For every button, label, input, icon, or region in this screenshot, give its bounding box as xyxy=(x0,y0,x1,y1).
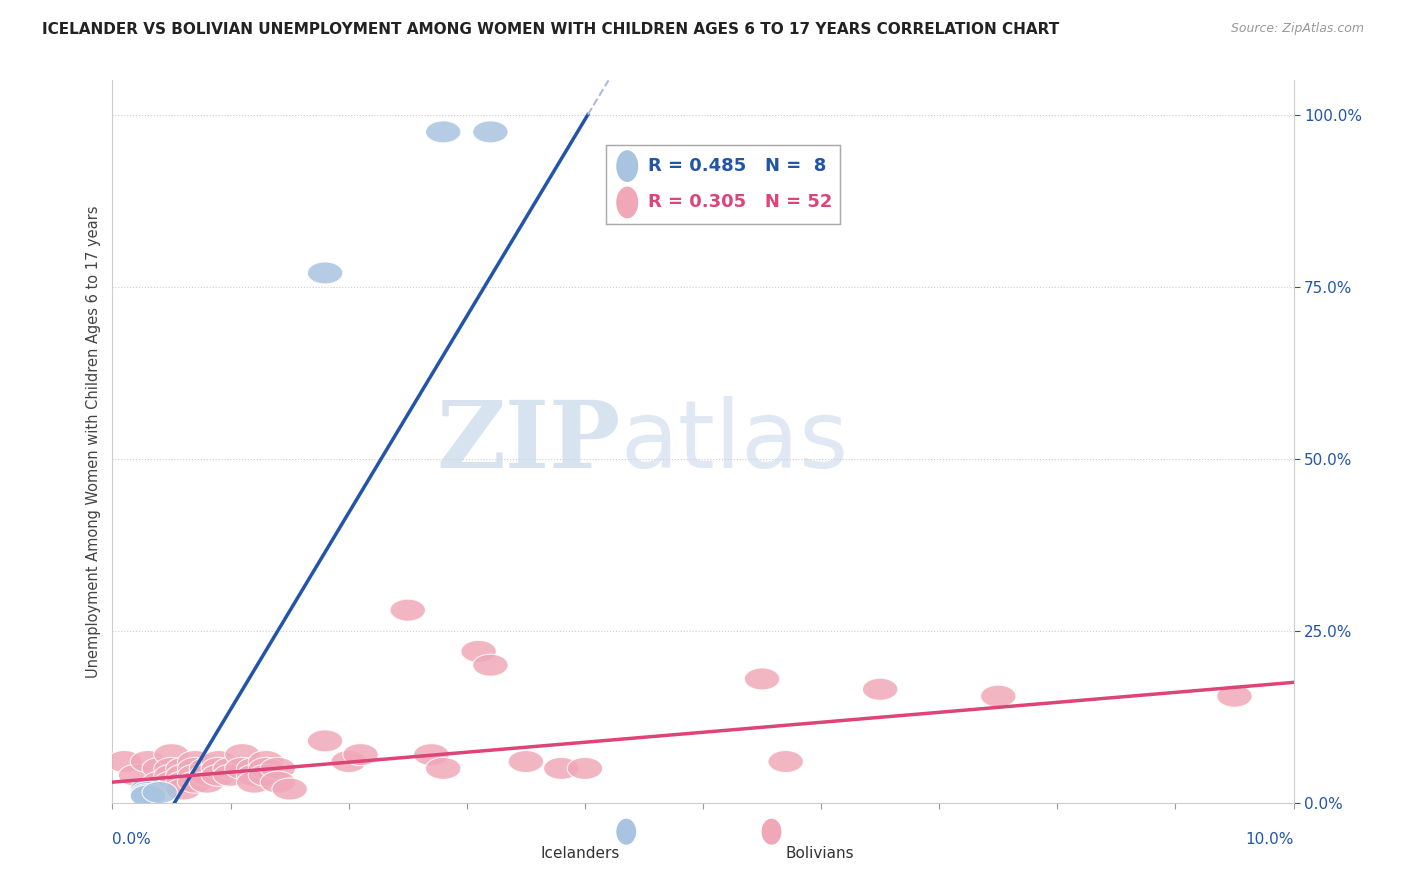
Ellipse shape xyxy=(190,764,225,786)
Ellipse shape xyxy=(190,757,225,780)
Text: R = 0.305   N = 52: R = 0.305 N = 52 xyxy=(648,194,832,211)
Ellipse shape xyxy=(744,668,780,690)
Ellipse shape xyxy=(761,818,782,846)
Ellipse shape xyxy=(177,772,212,793)
Ellipse shape xyxy=(249,757,284,780)
Ellipse shape xyxy=(142,757,177,780)
Ellipse shape xyxy=(142,772,177,793)
Ellipse shape xyxy=(616,186,638,219)
Ellipse shape xyxy=(131,750,166,772)
Text: ZIP: ZIP xyxy=(436,397,620,486)
Ellipse shape xyxy=(153,764,190,786)
Ellipse shape xyxy=(426,121,461,143)
Ellipse shape xyxy=(768,750,803,772)
Ellipse shape xyxy=(260,772,295,793)
Ellipse shape xyxy=(413,744,449,765)
Ellipse shape xyxy=(212,757,249,780)
Ellipse shape xyxy=(426,757,461,780)
Ellipse shape xyxy=(142,781,177,804)
Ellipse shape xyxy=(616,150,638,183)
Ellipse shape xyxy=(177,757,212,780)
Ellipse shape xyxy=(1216,685,1253,707)
Ellipse shape xyxy=(236,772,271,793)
Ellipse shape xyxy=(177,750,212,772)
Ellipse shape xyxy=(166,772,201,793)
Ellipse shape xyxy=(225,744,260,765)
Text: 10.0%: 10.0% xyxy=(1246,831,1294,847)
Ellipse shape xyxy=(212,764,249,786)
Ellipse shape xyxy=(472,121,508,143)
Ellipse shape xyxy=(862,678,898,700)
Ellipse shape xyxy=(236,764,271,786)
Y-axis label: Unemployment Among Women with Children Ages 6 to 17 years: Unemployment Among Women with Children A… xyxy=(86,205,101,678)
Ellipse shape xyxy=(249,764,284,786)
Ellipse shape xyxy=(166,778,201,800)
Ellipse shape xyxy=(190,772,225,793)
Ellipse shape xyxy=(249,750,284,772)
Ellipse shape xyxy=(472,654,508,676)
Ellipse shape xyxy=(131,785,166,807)
Text: ICELANDER VS BOLIVIAN UNEMPLOYMENT AMONG WOMEN WITH CHILDREN AGES 6 TO 17 YEARS : ICELANDER VS BOLIVIAN UNEMPLOYMENT AMONG… xyxy=(42,22,1060,37)
Ellipse shape xyxy=(343,744,378,765)
Ellipse shape xyxy=(271,778,308,800)
Ellipse shape xyxy=(153,772,190,793)
Ellipse shape xyxy=(308,730,343,752)
Ellipse shape xyxy=(616,818,637,846)
Ellipse shape xyxy=(260,757,295,780)
Ellipse shape xyxy=(389,599,426,621)
Ellipse shape xyxy=(166,764,201,786)
Ellipse shape xyxy=(544,757,579,780)
Ellipse shape xyxy=(131,778,166,800)
Ellipse shape xyxy=(201,757,236,780)
Ellipse shape xyxy=(461,640,496,663)
Ellipse shape xyxy=(153,757,190,780)
Ellipse shape xyxy=(153,744,190,765)
Text: Icelanders: Icelanders xyxy=(541,847,620,861)
Ellipse shape xyxy=(131,783,166,805)
Text: R = 0.485   N =  8: R = 0.485 N = 8 xyxy=(648,157,827,175)
Ellipse shape xyxy=(980,685,1017,707)
Ellipse shape xyxy=(567,757,603,780)
Ellipse shape xyxy=(236,757,271,780)
Ellipse shape xyxy=(177,764,212,786)
Ellipse shape xyxy=(225,757,260,780)
Ellipse shape xyxy=(107,750,142,772)
Ellipse shape xyxy=(330,750,367,772)
Ellipse shape xyxy=(166,757,201,780)
Text: Source: ZipAtlas.com: Source: ZipAtlas.com xyxy=(1230,22,1364,36)
Ellipse shape xyxy=(201,750,236,772)
Text: atlas: atlas xyxy=(620,395,849,488)
Text: Bolivians: Bolivians xyxy=(786,847,855,861)
Ellipse shape xyxy=(131,781,166,804)
Text: 0.0%: 0.0% xyxy=(112,831,152,847)
Ellipse shape xyxy=(508,750,544,772)
Ellipse shape xyxy=(201,764,236,786)
Ellipse shape xyxy=(118,764,153,786)
Ellipse shape xyxy=(308,262,343,284)
